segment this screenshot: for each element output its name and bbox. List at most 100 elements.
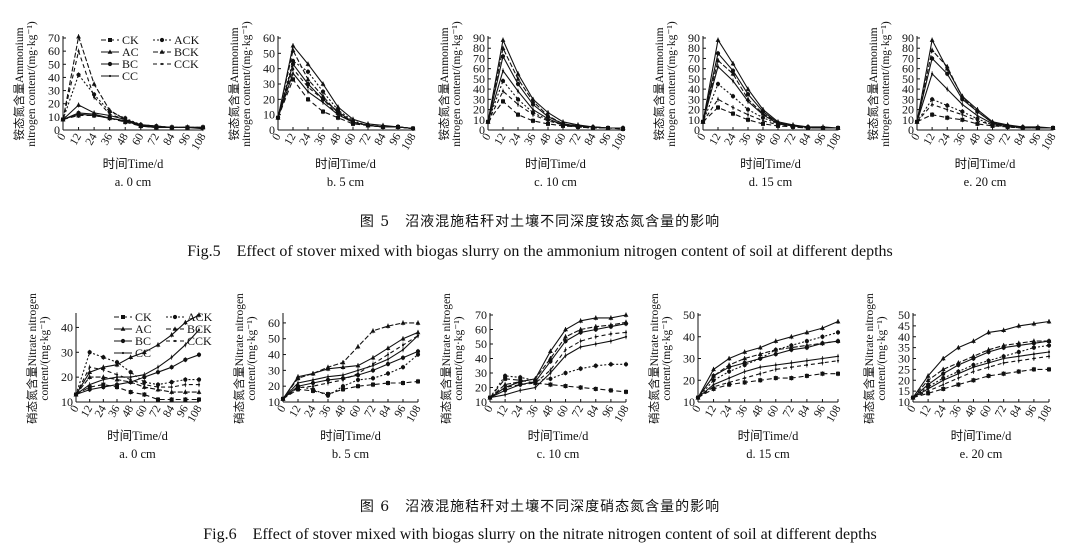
fig5-caption-cn: 图 5 沼液混施秸秆对土壤不同深度铵态氮含量的影响 (359, 214, 721, 230)
series-ck-point (930, 112, 935, 117)
y-tick-label: 60 (688, 62, 700, 76)
fig6-caption-cn: 图 6 沼液混施秸秆对土壤不同深度硝态氮含量的影响 (359, 499, 721, 515)
y-tick-label: 20 (475, 381, 487, 395)
series-ck-point (1047, 367, 1051, 372)
series-cck-point (1032, 357, 1035, 360)
series-cc-point (731, 79, 735, 83)
series-bck-point (757, 351, 763, 356)
series-ac-point (711, 366, 716, 372)
panel-title: a. 0 cm (115, 175, 152, 189)
series-ac-point (578, 318, 584, 323)
series-ck-point (156, 397, 160, 402)
series-cck-point (366, 124, 370, 127)
y-axis-label-line2: nitrogen content/(mg·kg⁻¹) (241, 21, 253, 147)
series-ac-point (340, 364, 346, 369)
x-axis-label: 时间Time/d (738, 429, 799, 443)
legend-cck-label: CCK (187, 334, 212, 348)
x-tick-label: 24 (719, 403, 735, 419)
y-tick-label: 40 (475, 352, 487, 366)
series-ack-point (290, 58, 296, 64)
series-ack-point (926, 384, 931, 389)
series-cck-point (836, 126, 840, 130)
series-cck-point (356, 372, 360, 375)
panel-title: c. 10 cm (534, 175, 577, 189)
series-cck-point (108, 113, 111, 116)
x-tick-label: 48 (967, 131, 983, 147)
series-bck-point (730, 71, 736, 76)
series-cc-point (93, 114, 96, 117)
series-bc-point (114, 382, 120, 387)
series-ack-point (956, 369, 961, 374)
y-tick-label: 70 (688, 51, 700, 65)
x-tick-label: 60 (767, 131, 783, 147)
series-cc-point (976, 114, 979, 117)
series-ac (60, 102, 206, 130)
series-cc-point (931, 72, 934, 75)
series-ack-point (320, 89, 326, 94)
series-ack-point (385, 371, 391, 376)
series-cc (911, 349, 1051, 399)
y-axis-label-line1: 铵态氮含量Ammonium (227, 27, 241, 140)
x-tick-label: 36 (317, 403, 333, 419)
series-cc-point (534, 386, 537, 389)
series-bc-point (563, 339, 568, 344)
chart-fig6-b: 10203040506001224364860728496108时间Time/d… (232, 293, 424, 461)
x-tick-label: 96 (387, 131, 403, 147)
series-cck-point (306, 85, 310, 89)
series-bck-line (916, 49, 1053, 129)
series-ack-point (578, 366, 583, 371)
y-tick-label: 70 (902, 51, 914, 65)
series-ac-point (155, 342, 161, 347)
series-cc-point (805, 359, 808, 362)
series-ac-point (87, 369, 93, 374)
series-ac-point (925, 373, 931, 378)
series-bck-point (107, 107, 113, 113)
series-ack-point (87, 350, 92, 355)
series-bc-point (370, 368, 376, 373)
x-tick-label: 60 (134, 403, 150, 419)
series-ac-point (305, 61, 311, 66)
x-tick-label: 60 (130, 131, 146, 147)
y-axis-label-line2: content/(mg·kg⁻¹) (661, 316, 673, 400)
series-ac-point (986, 329, 991, 335)
y-tick-label: 10 (263, 108, 275, 122)
legend-ack: ACK (153, 33, 200, 47)
y-axis-label-line2: nitrogen content/(mg·kg⁻¹) (26, 21, 38, 147)
series-ac-point (955, 345, 961, 350)
series-cck (915, 101, 1055, 131)
series-ack-point (742, 362, 747, 368)
chart-fig5-e: 010203040506070809001224364860728496108时… (866, 21, 1059, 189)
series-bck-point (91, 81, 97, 86)
series-cck-point (336, 113, 340, 116)
series-bc-point (715, 51, 721, 56)
x-tick-label: 12 (492, 131, 508, 147)
series-ack-point (593, 363, 598, 368)
x-tick-label: 84 (372, 131, 388, 147)
series-bc-point (593, 327, 598, 332)
y-axis-label-line2: content/(mg·kg⁻¹) (246, 316, 258, 400)
series-cck (281, 333, 420, 400)
series-ck-point (986, 373, 991, 378)
legend-cck-label: CCK (174, 57, 199, 71)
y-tick-label: 80 (473, 41, 485, 55)
series-ac-point (128, 354, 134, 360)
series-cck-point (416, 334, 420, 337)
y-tick-label: 20 (683, 373, 695, 387)
series-ack-line (489, 363, 626, 398)
y-axis-label-line1: 铵态氮含量Ammonium (866, 27, 880, 140)
series-ac-point (715, 37, 721, 42)
x-tick-label: 24 (93, 403, 109, 419)
series-cc-point (156, 366, 160, 369)
legend-cc-point (121, 351, 125, 355)
series-ack-point (760, 115, 766, 120)
series-cc (281, 333, 420, 400)
x-tick-label: 0 (909, 131, 922, 142)
series-cck-point (516, 103, 520, 106)
series-cck-point (61, 118, 65, 121)
legend-bck: BCK (153, 45, 199, 59)
series-ac-point (385, 345, 391, 351)
series-bck-line (277, 48, 414, 130)
series-cck-line (697, 360, 839, 399)
series-bck-point (820, 340, 825, 346)
